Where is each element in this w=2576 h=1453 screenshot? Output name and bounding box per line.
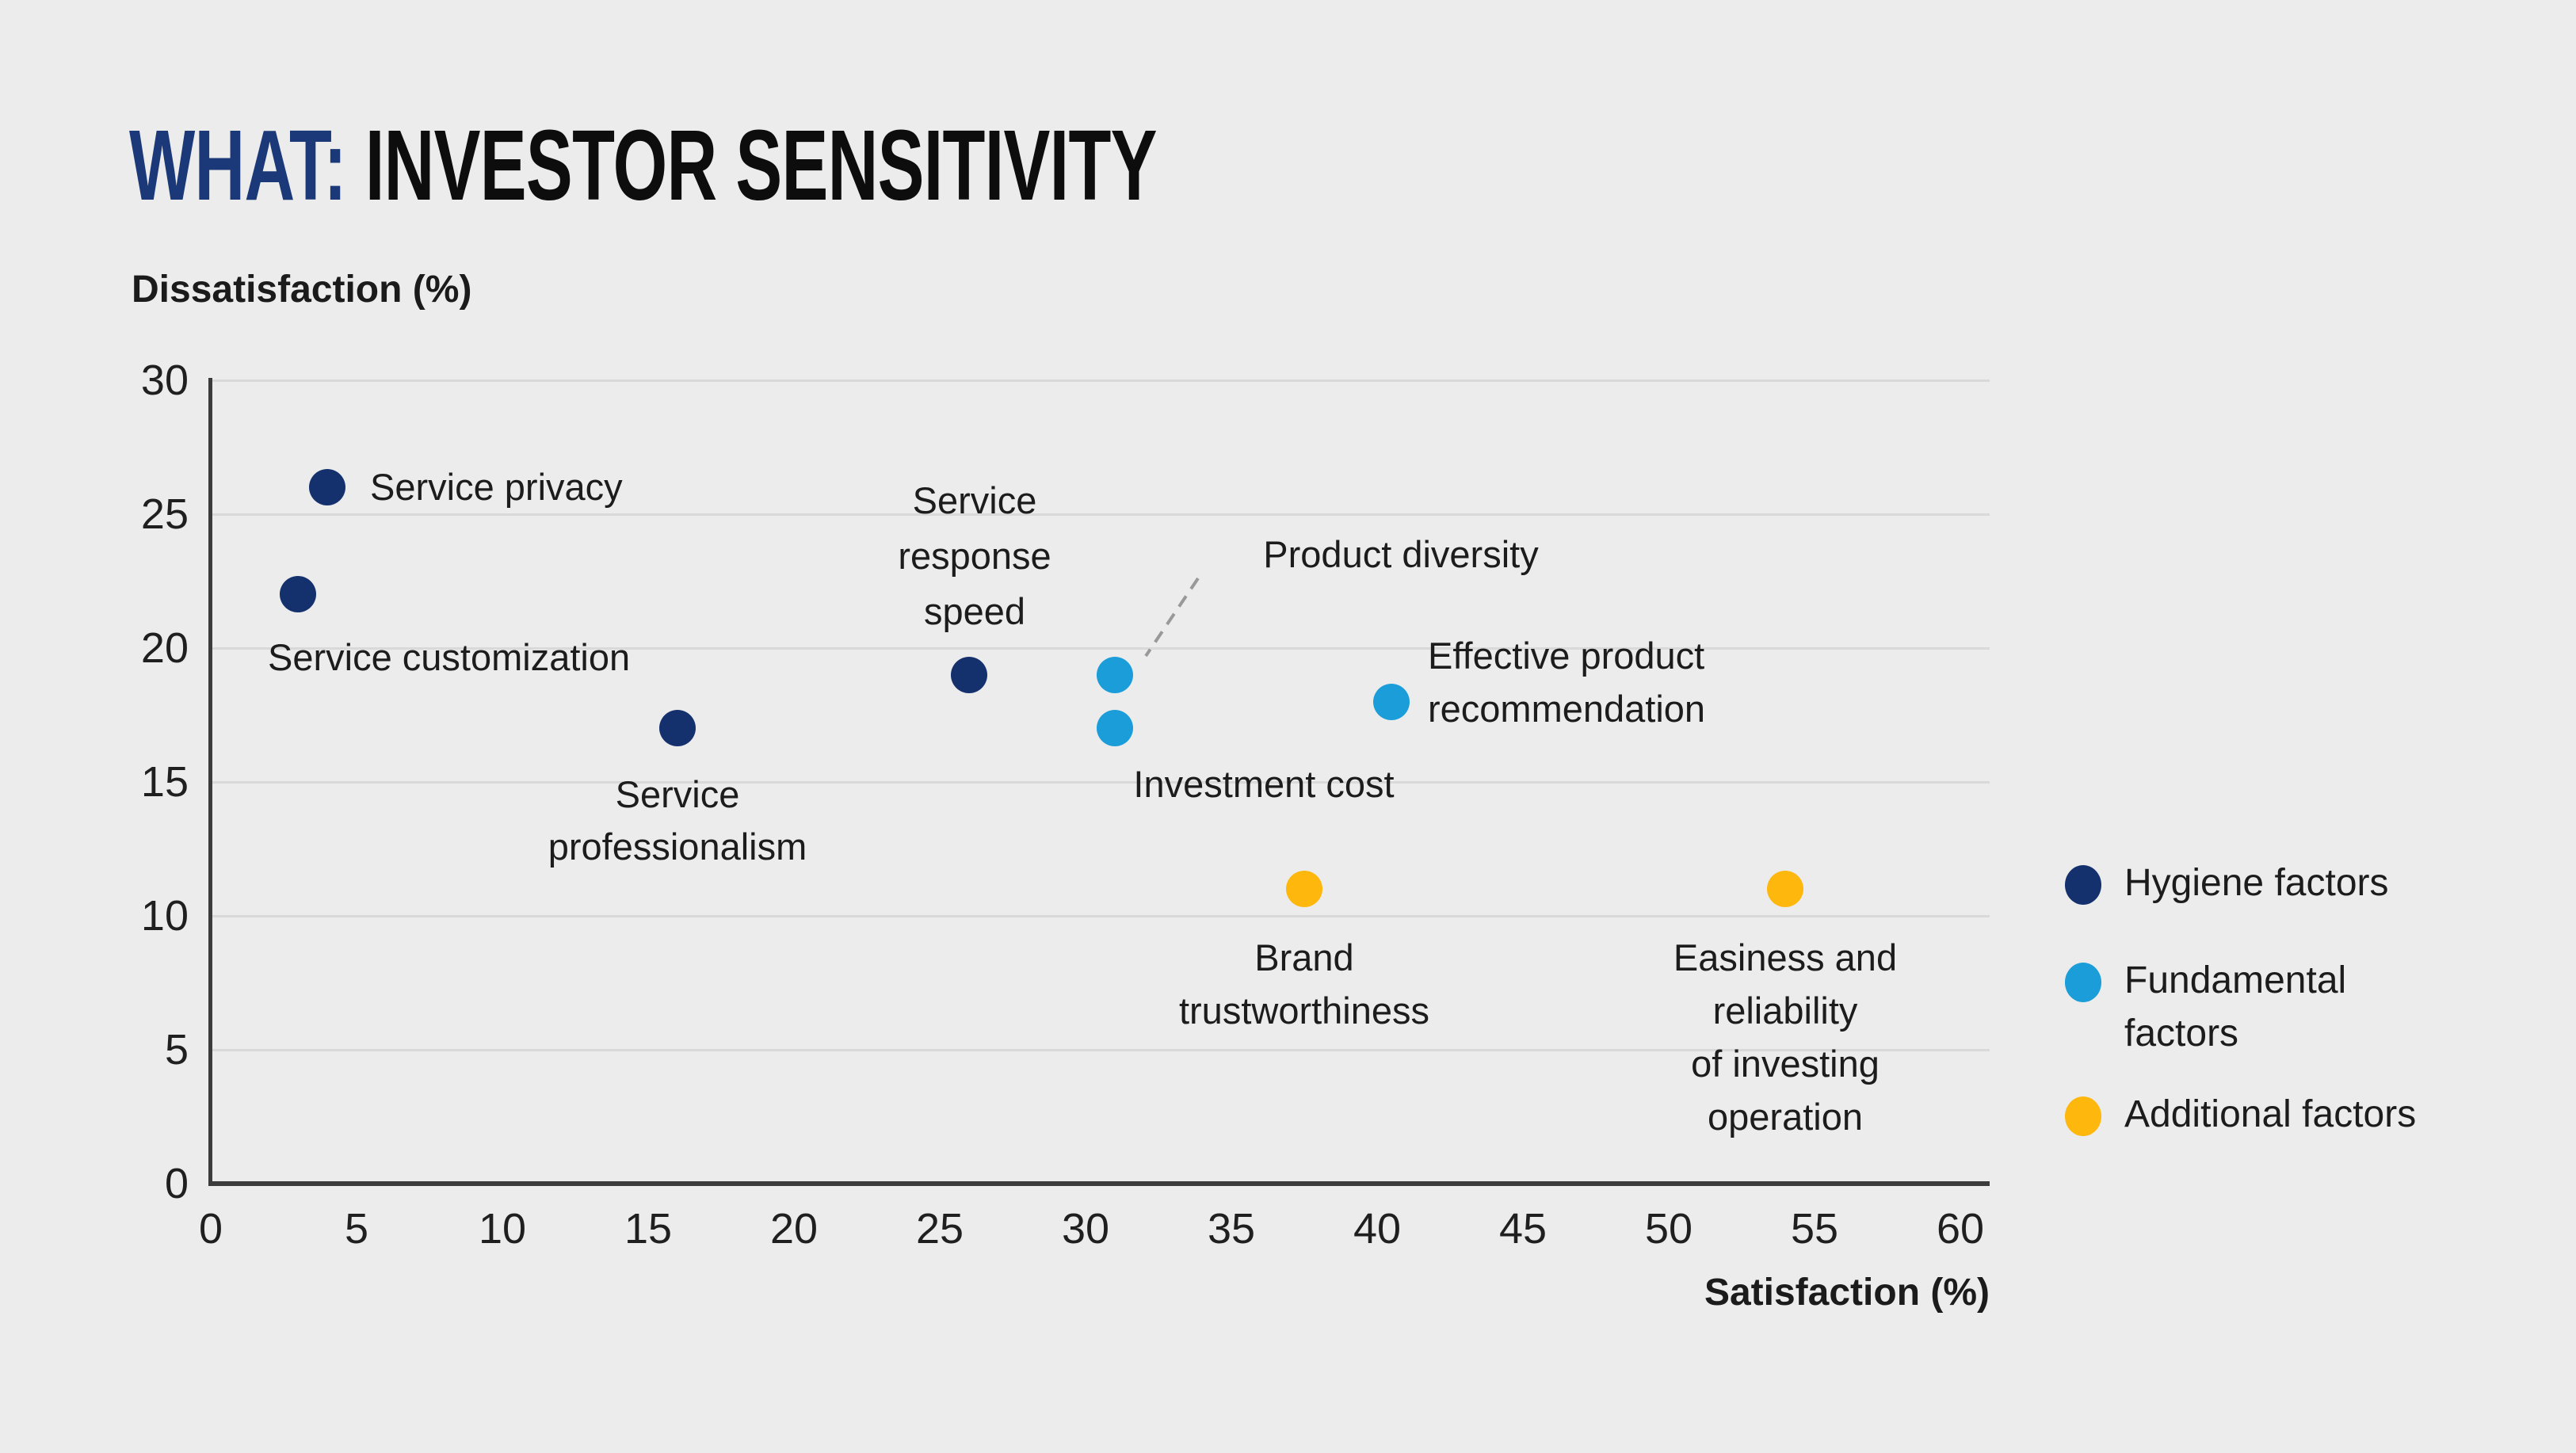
x-tick-label-55: 55	[1790, 1205, 1839, 1253]
dot-product-diversity	[1096, 656, 1133, 693]
legend-dot-fundamental-factors	[2065, 963, 2101, 1002]
y-tick-label-20: 20	[140, 624, 189, 672]
y-axis-line	[208, 378, 212, 1185]
gridline-y-25	[211, 513, 1990, 516]
label-service-privacy: Service privacy	[370, 466, 623, 508]
legend-dot-hygiene-factors	[2065, 865, 2101, 905]
x-tick-label-5: 5	[344, 1205, 369, 1253]
dot-easiness-and	[1767, 871, 1804, 908]
x-tick-label-35: 35	[1207, 1205, 1256, 1253]
gridline-y-10	[211, 914, 1990, 917]
gridline-y-5	[211, 1048, 1990, 1051]
x-tick-label-30: 30	[1061, 1205, 1110, 1253]
label-service-response-speed: Service response speed	[898, 479, 1051, 632]
label-brand-trustworthiness: Brand trustworthiness	[1178, 936, 1430, 1032]
label-easiness-reliability: Easiness and reliability of investing op…	[1673, 936, 1898, 1138]
product-diversity-leader-line	[1144, 577, 1200, 658]
page-title: WHAT: INVESTOR SENSITIVITY	[129, 108, 1157, 223]
label-service-customization: Service customization	[268, 636, 631, 678]
dot-investment-cost	[1096, 710, 1133, 747]
y-tick-label-5: 5	[164, 1026, 189, 1074]
x-tick-label-20: 20	[769, 1205, 819, 1253]
gridline-y-20	[211, 646, 1990, 650]
title-main: INVESTOR SENSITIVITY	[346, 109, 1158, 221]
y-tick-label-10: 10	[140, 892, 189, 940]
label-product-diversity: Product diversity	[1263, 533, 1539, 575]
legend-label-fundamental-factors: Fundamental factors	[2124, 959, 2347, 1054]
y-tick-label-30: 30	[140, 357, 189, 404]
y-axis-title: Dissatisfaction (%)	[132, 269, 472, 311]
label-service-professionalism: Service professionalism	[548, 773, 807, 868]
x-tick-label-60: 60	[1936, 1205, 1985, 1253]
x-tick-label-25: 25	[915, 1205, 964, 1253]
x-tick-label-15: 15	[624, 1205, 673, 1253]
label-effective-product-recommendation: Effective product recommendation	[1428, 635, 1706, 730]
legend-dot-additional-factors	[2065, 1096, 2101, 1136]
gridline-y-30	[211, 379, 1990, 382]
dot-service	[658, 710, 696, 747]
x-tick-label-50: 50	[1644, 1205, 1693, 1253]
title-prefix: WHAT:	[129, 109, 347, 221]
x-tick-label-45: 45	[1498, 1205, 1548, 1253]
y-tick-label-15: 15	[140, 758, 189, 806]
dot-service-privacy	[309, 469, 346, 506]
y-tick-label-0: 0	[164, 1160, 189, 1207]
x-tick-label-0: 0	[198, 1205, 223, 1253]
legend-label-additional-factors: Additional factors	[2124, 1093, 2417, 1135]
legend-label-hygiene-factors: Hygiene factors	[2124, 862, 2389, 904]
y-tick-label-25: 25	[140, 490, 189, 538]
dot-service-customization	[280, 576, 317, 613]
label-investment-cost: Investment cost	[1133, 763, 1395, 805]
x-axis-line	[208, 1181, 1990, 1186]
x-axis-title: Satisfaction (%)	[1704, 1272, 1990, 1314]
x-tick-label-40: 40	[1353, 1205, 1402, 1253]
dot-effective-product	[1373, 683, 1410, 720]
dot-service	[950, 656, 987, 693]
x-tick-label-10: 10	[478, 1205, 527, 1253]
dot-brand	[1286, 871, 1322, 908]
gridline-y-15	[211, 780, 1990, 784]
